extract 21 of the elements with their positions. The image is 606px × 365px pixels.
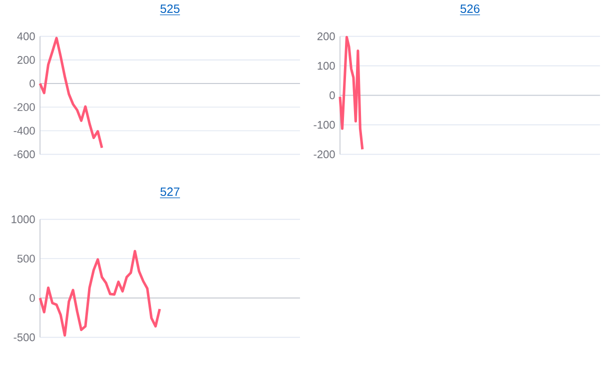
y-tick-label: -500 (14, 333, 35, 342)
y-tick-label: 100 (318, 62, 335, 70)
y-tick-label: -400 (14, 126, 35, 134)
y-tick-label: 500 (17, 254, 35, 262)
y-tick-label: -200 (14, 103, 35, 111)
chart-title: 526 (460, 4, 480, 13)
y-tick-label: 0 (330, 91, 335, 100)
y-tick-label: -100 (314, 120, 335, 129)
y-tick-label: 0 (30, 294, 35, 302)
line-series (38, 250, 161, 336)
line-series (338, 36, 364, 150)
chart-title: 527 (160, 187, 180, 196)
y-tick-label: -200 (314, 150, 335, 158)
y-tick-label: 200 (317, 32, 335, 40)
line-series (38, 36, 104, 149)
y-tick-label: 400 (17, 32, 35, 40)
chart-title: 525 (160, 4, 180, 13)
y-tick-label: 1000 (12, 215, 35, 224)
y-tick-label: -600 (14, 150, 35, 158)
y-tick-label: 0 (30, 79, 35, 88)
y-tick-label: 200 (17, 56, 35, 64)
